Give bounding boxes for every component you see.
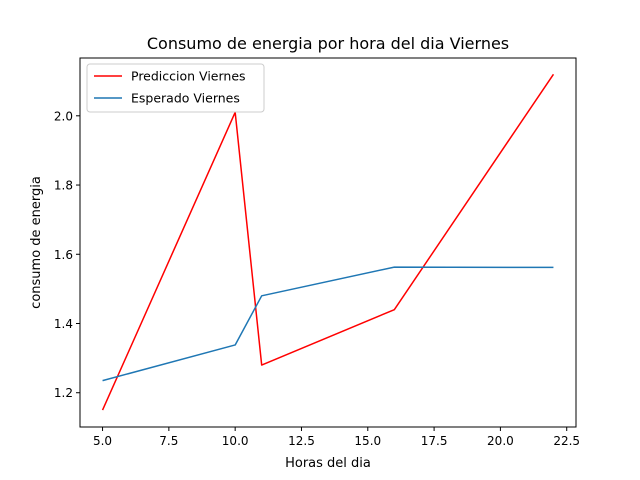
y-tick-label: 1.2 (54, 386, 73, 400)
y-tick-label: 1.6 (54, 248, 73, 262)
plot-area (79, 57, 577, 428)
x-axis-ticks: 5.0 7.5 10.0 12.5 15.0 17.5 20.0 22.5 (93, 427, 580, 448)
x-tick-label: 10.0 (222, 434, 249, 448)
x-tick: 7.5 (159, 427, 178, 448)
x-tick: 17.5 (421, 427, 448, 448)
y-axis-ticks: 1.2 1.4 1.6 1.8 2.0 (54, 109, 80, 400)
plot-frame (79, 57, 577, 428)
y-tick: 1.6 (54, 248, 80, 262)
x-tick-label: 22.5 (553, 434, 580, 448)
x-tick: 12.5 (288, 427, 315, 448)
x-tick: 5.0 (93, 427, 112, 448)
x-tick: 15.0 (354, 427, 381, 448)
y-tick: 2.0 (54, 109, 80, 123)
series-line-esperado (102, 266, 554, 382)
legend-label-prediccion: Prediccion Viernes (131, 69, 246, 84)
x-axis-label: Horas del dia (285, 456, 371, 471)
chart-title: Consumo de energia por hora del dia Vier… (147, 34, 509, 53)
x-tick-label: 12.5 (288, 434, 315, 448)
y-tick: 1.8 (54, 179, 80, 193)
x-tick: 22.5 (553, 427, 580, 448)
legend-label-esperado: Esperado Viernes (131, 91, 240, 106)
x-tick: 10.0 (222, 427, 249, 448)
y-axis-label: consumo de energia (29, 176, 44, 309)
x-tick: 20.0 (487, 427, 514, 448)
legend-frame (86, 63, 265, 113)
y-tick-label: 1.8 (54, 179, 73, 193)
series-line-prediccion (101, 73, 555, 411)
x-tick-label: 5.0 (93, 434, 112, 448)
y-tick-label: 2.0 (54, 109, 73, 123)
x-tick-label: 15.0 (354, 434, 381, 448)
x-tick-label: 17.5 (421, 434, 448, 448)
y-tick: 1.4 (54, 317, 80, 331)
legend: Prediccion Viernes Esperado Viernes (86, 63, 265, 113)
x-tick-label: 20.0 (487, 434, 514, 448)
y-tick-label: 1.4 (54, 317, 73, 331)
series-lines (101, 73, 555, 411)
x-tick-label: 7.5 (159, 434, 178, 448)
y-tick: 1.2 (54, 386, 80, 400)
